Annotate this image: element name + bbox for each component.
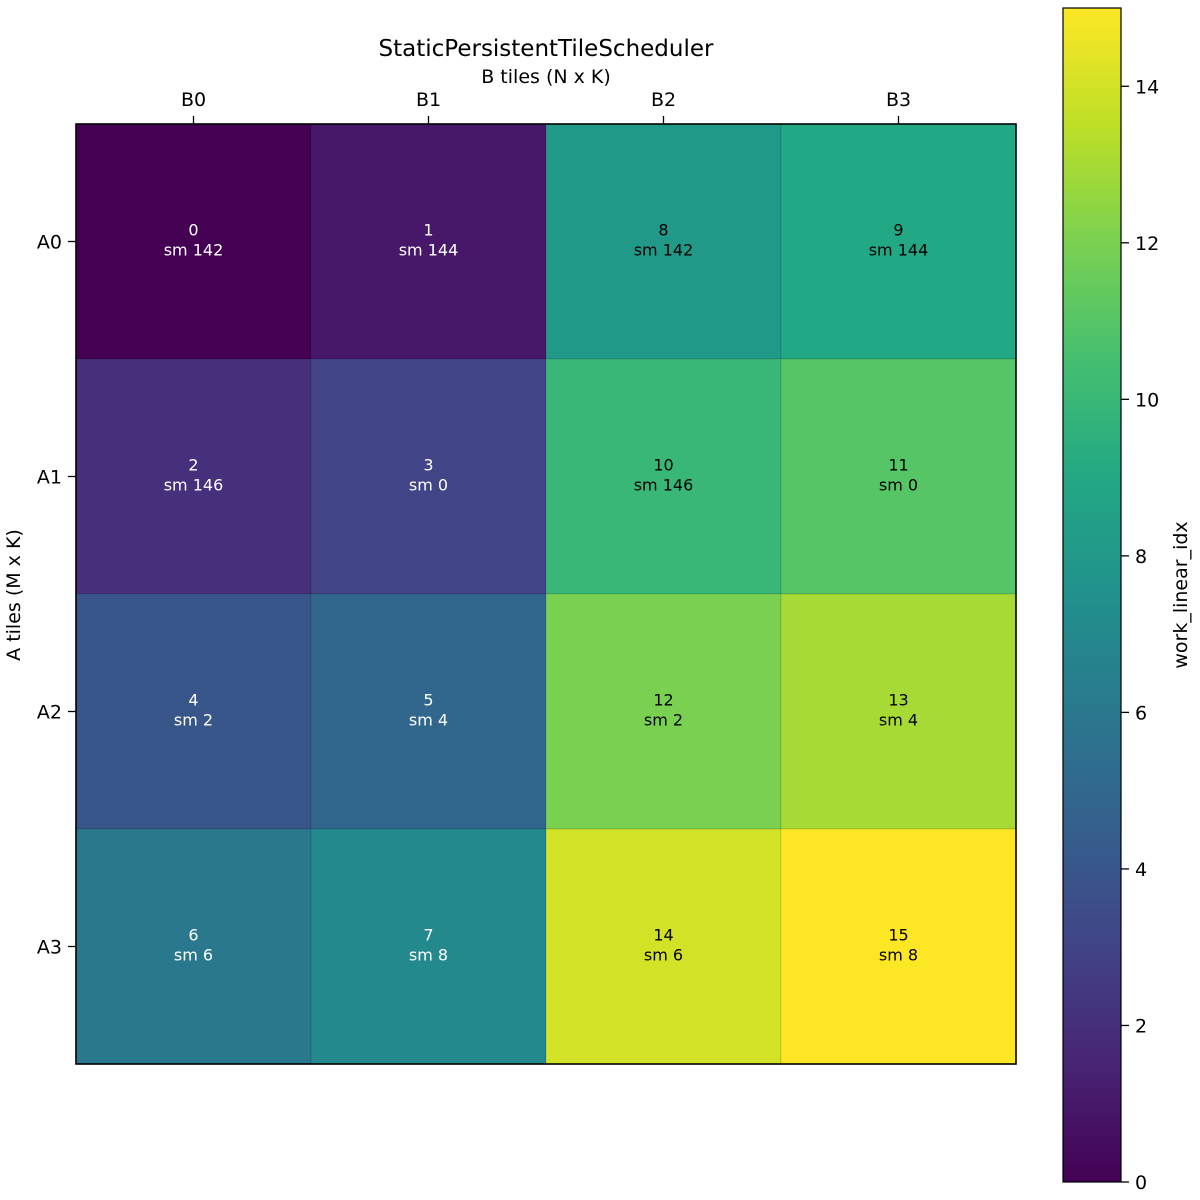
cell-index-label: 13: [888, 691, 908, 710]
cell-index-label: 11: [888, 456, 908, 475]
heatmap-cell: [545, 828, 782, 1065]
heatmap-cell: [310, 828, 547, 1065]
cell-index-label: 8: [658, 221, 668, 240]
x-axis-ticks: B0 B1 B2 B3: [181, 89, 911, 124]
cell-index-label: 1: [423, 221, 433, 240]
y-axis-ticks: A0 A1 A2 A3: [37, 232, 76, 959]
colorbar-label: work_linear_idx: [1170, 521, 1192, 668]
heatmap-cell: [545, 358, 782, 595]
heatmap-cell: [780, 358, 1017, 595]
cell-index-label: 9: [893, 221, 903, 240]
y-tick-label: A0: [37, 232, 62, 254]
cell-index-label: 12: [653, 691, 673, 710]
cell-sm-label: sm 0: [879, 476, 918, 495]
cell-sm-label: sm 6: [174, 946, 213, 965]
cell-index-label: 2: [188, 456, 198, 475]
cell-index-label: 4: [188, 691, 198, 710]
heatmap-cell: [780, 123, 1017, 360]
colorbar-tick-label: 6: [1135, 702, 1147, 724]
heatmap-cell: [310, 358, 547, 595]
cell-sm-label: sm 2: [174, 711, 213, 730]
x-tick-label: B1: [416, 89, 441, 111]
cell-sm-label: sm 146: [164, 476, 224, 495]
plot-frame: [75, 123, 1017, 1065]
cell-index-label: 5: [423, 691, 433, 710]
colorbar-ticks: 0 2 4 6 8 10 12 14: [1121, 76, 1159, 1194]
cell-index-label: 6: [188, 926, 198, 945]
heatmap-cell: [75, 828, 312, 1065]
cell-index-label: 10: [653, 456, 673, 475]
cell-sm-label: sm 8: [409, 946, 448, 965]
cell-index-label: 7: [423, 926, 433, 945]
cell-index-label: 3: [423, 456, 433, 475]
chart-title: StaticPersistentTileScheduler: [379, 36, 715, 62]
x-tick-label: B0: [181, 89, 206, 111]
cell-sm-label: sm 4: [409, 711, 448, 730]
colorbar-tick-label: 2: [1135, 1015, 1147, 1037]
heatmap-cell: [75, 123, 312, 360]
heatmap-cell: [780, 828, 1017, 1065]
cell-sm-label: sm 142: [164, 241, 224, 260]
colorbar-tick-label: 12: [1135, 233, 1159, 255]
cell-sm-label: sm 0: [409, 476, 448, 495]
heatmap-cell: [780, 593, 1017, 830]
heatmap-cell: [310, 123, 547, 360]
y-tick-label: A2: [37, 702, 62, 724]
x-tick-label: B3: [886, 89, 911, 111]
colorbar-tick-label: 0: [1135, 1172, 1147, 1194]
colorbar-tick-label: 8: [1135, 546, 1147, 568]
y-tick-label: A1: [37, 467, 62, 489]
cell-sm-label: sm 2: [644, 711, 683, 730]
colorbar: [1062, 7, 1122, 1183]
cell-sm-label: sm 144: [869, 241, 929, 260]
colorbar-tick-label: 10: [1135, 389, 1159, 411]
y-axis-label: A tiles (M x K): [3, 529, 25, 661]
y-tick-label: A3: [37, 937, 62, 959]
cell-index-label: 14: [653, 926, 673, 945]
cell-index-label: 0: [188, 221, 198, 240]
heatmap-cells: [75, 123, 1017, 1065]
colorbar-tick-label: 4: [1135, 859, 1147, 881]
cell-sm-label: sm 6: [644, 946, 683, 965]
x-axis-label: B tiles (N x K): [481, 66, 611, 88]
x-tick-label: B2: [651, 89, 676, 111]
cell-sm-label: sm 142: [634, 241, 694, 260]
cell-sm-label: sm 146: [634, 476, 694, 495]
cell-sm-label: sm 4: [879, 711, 918, 730]
cell-sm-label: sm 144: [399, 241, 459, 260]
cell-index-label: 15: [888, 926, 908, 945]
cell-sm-label: sm 8: [879, 946, 918, 965]
colorbar-tick-label: 14: [1135, 76, 1159, 98]
heatmap-cell: [75, 358, 312, 595]
heatmap-cell: [310, 593, 547, 830]
